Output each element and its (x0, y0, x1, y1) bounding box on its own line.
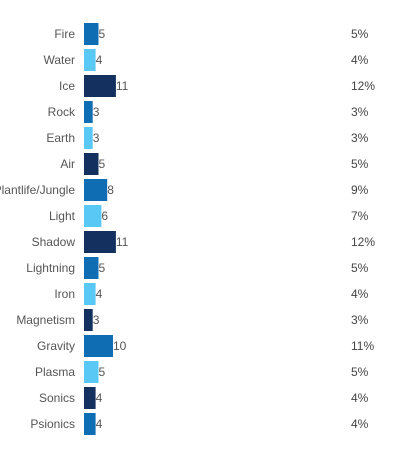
value-label: 11 (116, 79, 129, 93)
bar (84, 231, 116, 253)
bar (84, 153, 99, 175)
category-label: Rock (48, 105, 76, 119)
value-label: 6 (101, 209, 108, 223)
category-label: Ice (59, 79, 75, 93)
category-label: Sonics (39, 391, 75, 405)
value-label: 3 (93, 131, 100, 145)
bar (84, 309, 93, 331)
category-label: Iron (54, 287, 75, 301)
bar (84, 179, 108, 201)
value-label: 11 (116, 235, 129, 249)
category-label: Air (60, 157, 75, 171)
percent-label: 7% (351, 209, 369, 223)
percent-label: 5% (351, 365, 369, 379)
category-label: Psionics (30, 417, 75, 431)
percent-label: 5% (351, 27, 369, 41)
percent-label: 4% (351, 53, 369, 67)
value-label: 4 (96, 391, 103, 405)
bar (84, 413, 96, 435)
bar (84, 23, 99, 45)
category-label: Lightning (26, 261, 75, 275)
category-label: Water (43, 53, 75, 67)
value-label: 8 (107, 183, 114, 197)
bar (84, 205, 102, 227)
value-label: 3 (93, 313, 100, 327)
bar (84, 49, 96, 71)
bar (84, 127, 93, 149)
value-label: 5 (99, 365, 106, 379)
category-label: Gravity (37, 339, 75, 353)
bar (84, 361, 99, 383)
percent-label: 4% (351, 287, 369, 301)
bar (84, 101, 93, 123)
bar (84, 335, 113, 357)
value-label: 4 (96, 53, 103, 67)
percent-label: 11% (351, 339, 374, 353)
value-label: 4 (96, 417, 103, 431)
value-label: 5 (99, 157, 106, 171)
bar (84, 387, 96, 409)
percent-label: 3% (351, 105, 369, 119)
value-label: 5 (99, 261, 106, 275)
value-label: 5 (99, 27, 106, 41)
category-label: Light (49, 209, 76, 223)
category-label: Earth (46, 131, 75, 145)
category-label: Plasma (35, 365, 75, 379)
bar (84, 283, 96, 305)
category-label: Magnetism (16, 313, 75, 327)
category-label: Fire (54, 27, 75, 41)
bars-layer: Fire 5 5% Water 4 4% Ice 11 12% Rock 3 3% Earth 3 3% Ai… (0, 23, 375, 435)
percent-label: 4% (351, 391, 369, 405)
category-label: Shadow (32, 235, 76, 249)
value-label: 3 (93, 105, 100, 119)
category-label: Plantlife/Jungle (0, 183, 75, 197)
percent-label: 5% (351, 261, 369, 275)
value-label: 10 (113, 339, 127, 353)
percent-label: 3% (351, 313, 369, 327)
bar (84, 75, 116, 97)
percent-label: 5% (351, 157, 369, 171)
percent-label: 12% (351, 235, 375, 249)
percent-label: 12% (351, 79, 375, 93)
value-label: 4 (96, 287, 103, 301)
percent-label: 9% (351, 183, 369, 197)
percent-label: 3% (351, 131, 369, 145)
percent-label: 4% (351, 417, 369, 431)
bar (84, 257, 99, 279)
